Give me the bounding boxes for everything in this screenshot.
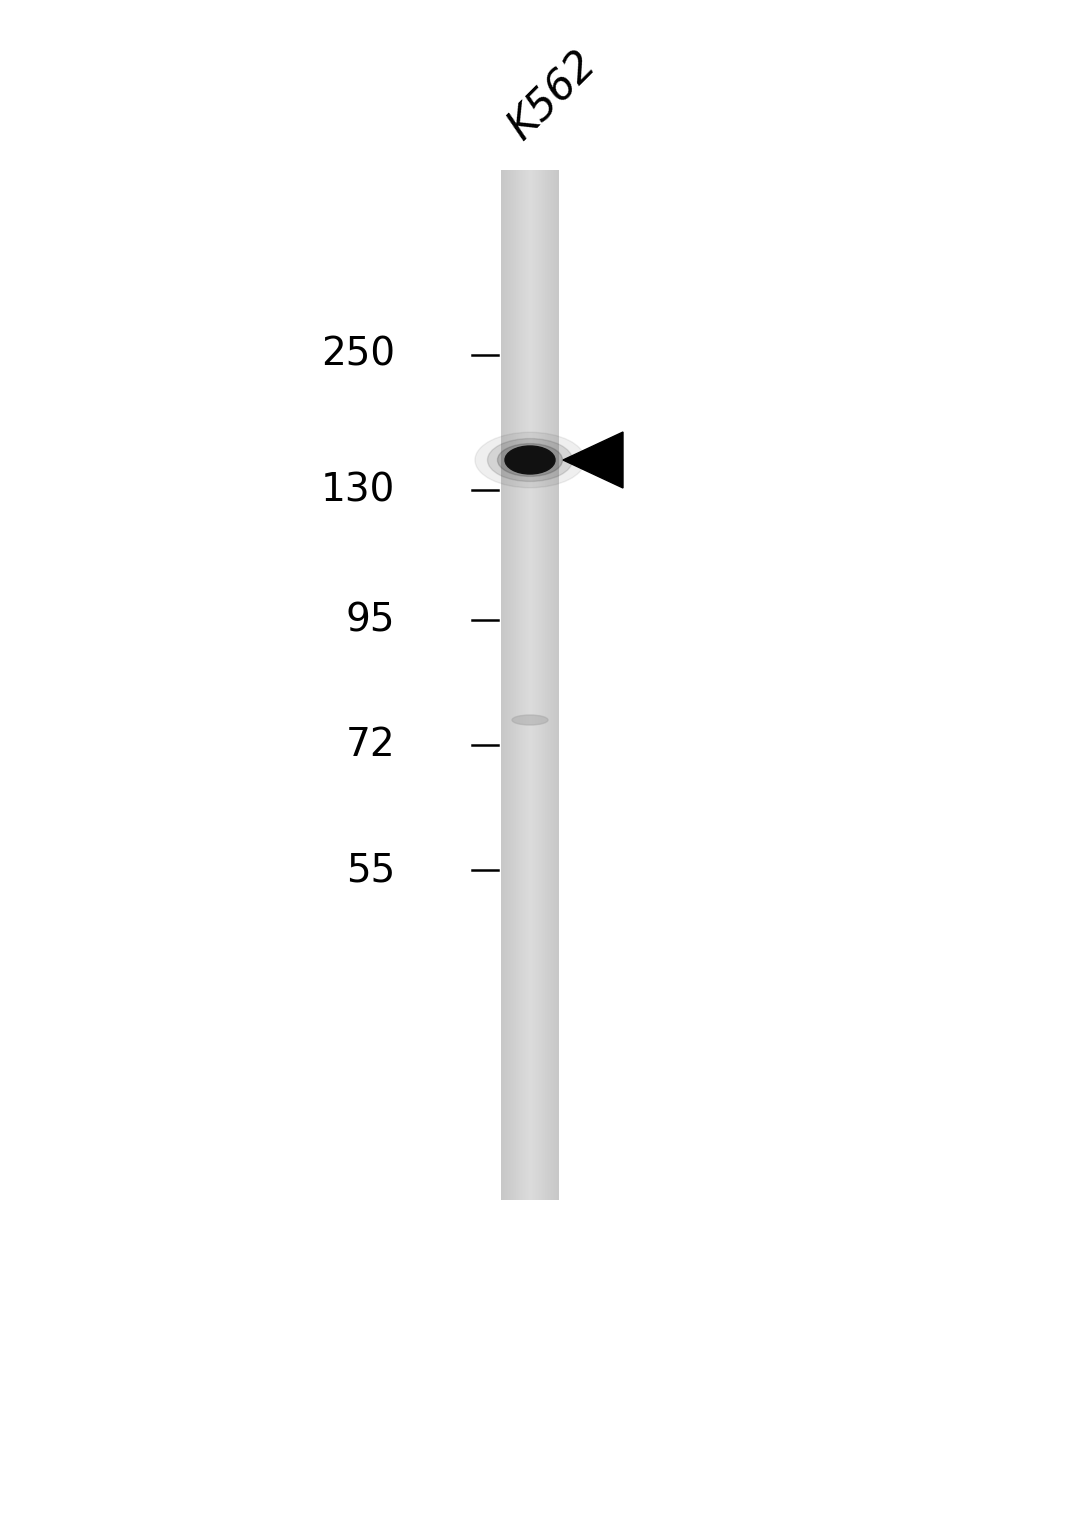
Ellipse shape	[505, 446, 555, 474]
Text: 95: 95	[346, 601, 395, 639]
Text: 130: 130	[321, 471, 395, 509]
Ellipse shape	[487, 439, 572, 482]
Ellipse shape	[498, 443, 563, 477]
Text: 72: 72	[346, 726, 395, 764]
Ellipse shape	[512, 716, 548, 725]
Text: 55: 55	[346, 852, 395, 888]
Ellipse shape	[475, 433, 585, 488]
Polygon shape	[563, 433, 623, 488]
Text: K562: K562	[500, 43, 606, 148]
Text: 250: 250	[321, 336, 395, 375]
